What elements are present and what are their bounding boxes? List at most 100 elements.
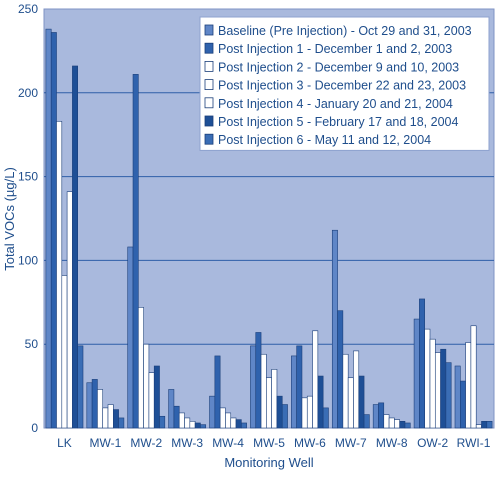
bar-lk-series-2: [50, 32, 57, 429]
bar-ow-2-series-2: [419, 298, 425, 429]
y-tick-label: 200: [18, 86, 38, 100]
bar-mw-8-series-6: [399, 420, 406, 429]
legend-swatch: [204, 79, 214, 90]
legend-label: Post Injection 5 - February 17 and 18, 2…: [218, 115, 458, 129]
bar-ow-2-series-7: [445, 362, 452, 429]
bar-mw-7-series-5: [353, 350, 360, 429]
bar-mw-5-series-4: [266, 377, 272, 429]
legend-label: Baseline (Pre Injection) - Oct 29 and 31…: [218, 24, 472, 38]
x-tick-label: MW-7: [335, 436, 367, 450]
bar-mw-6-series-2: [296, 345, 303, 429]
bar-rwi-1-series-4: [470, 325, 477, 429]
bar-mw-1-series-4: [102, 407, 109, 429]
bar-lk-series-3: [56, 120, 63, 429]
legend-swatch: [204, 97, 214, 109]
x-tick-label: LK: [57, 436, 72, 450]
bar-mw-3-series-1: [168, 389, 175, 429]
bar-mw-5-series-1: [250, 345, 257, 429]
legend-label: Post Injection 4 - January 20 and 21, 20…: [218, 97, 453, 111]
bar-mw-1-series-1: [86, 382, 93, 429]
legend-swatch: [204, 24, 214, 36]
x-tick-label: MW-5: [253, 436, 285, 450]
y-tick-label: 50: [25, 337, 39, 351]
legend-swatch: [204, 133, 214, 145]
bar-lk-series-1: [45, 28, 52, 429]
bar-mw-3-series-7: [200, 424, 207, 429]
legend-swatch: [204, 61, 214, 72]
bar-mw-8-series-7: [404, 422, 411, 429]
bar-rwi-1-series-2: [459, 380, 466, 429]
bar-mw-5-series-6: [276, 395, 283, 429]
bar-rwi-1-series-6: [481, 420, 488, 429]
bar-lk-series-7: [77, 345, 84, 429]
x-tick-label: MW-6: [294, 436, 326, 450]
y-axis-title: Total VOCs (µg/L): [2, 167, 17, 271]
y-tick-label: 100: [18, 253, 38, 267]
bar-mw-2-series-1: [127, 246, 134, 429]
bar-mw-4-series-6: [235, 419, 242, 429]
bar-ow-2-series-3: [424, 328, 431, 429]
bar-mw-7-series-1: [331, 229, 338, 429]
bar-lk-series-5: [66, 191, 73, 429]
bar-mw-8-series-2: [378, 402, 385, 429]
bar-mw-6-series-4: [306, 395, 313, 429]
legend-label: Post Injection 1 - December 1 and 2, 200…: [218, 42, 452, 56]
x-tick-label: MW-4: [212, 436, 244, 450]
bar-mw-2-series-4: [143, 343, 150, 429]
y-tick-label: 150: [18, 170, 38, 184]
legend: Baseline (Pre Injection) - Oct 29 and 31…: [199, 16, 490, 151]
bar-mw-6-series-3: [301, 397, 308, 429]
x-tick-label: MW-1: [89, 436, 121, 450]
x-tick-label: OW-2: [417, 436, 448, 450]
bar-mw-1-series-3: [97, 389, 104, 429]
bar-mw-1-series-6: [113, 409, 119, 429]
bar-ow-2-series-5: [434, 352, 441, 429]
bar-mw-8-series-1: [372, 404, 379, 429]
bars: [45, 28, 493, 429]
bar-mw-3-series-5: [189, 420, 196, 429]
legend-label: Post Injection 2 - December 9 and 10, 20…: [218, 60, 459, 74]
bar-mw-2-series-5: [148, 372, 155, 429]
bar-mw-2-series-2: [132, 74, 139, 429]
bar-ow-2-series-1: [413, 318, 420, 429]
legend-label: Post Injection 3 - December 22 and 23, 2…: [218, 79, 466, 93]
bar-lk-series-6: [72, 65, 79, 429]
bar-rwi-1-series-7: [486, 420, 493, 429]
bar-mw-7-series-3: [342, 353, 349, 429]
bar-mw-3-series-4: [184, 417, 191, 429]
bar-mw-8-series-3: [383, 414, 390, 429]
bar-mw-3-series-6: [194, 422, 201, 429]
bar-mw-4-series-4: [225, 412, 232, 429]
bar-mw-7-series-2: [337, 310, 344, 429]
bar-mw-8-series-4: [388, 417, 395, 429]
x-tick-label: RWI-1: [457, 436, 491, 450]
bar-mw-7-series-6: [358, 375, 365, 429]
y-tick-label: 250: [18, 2, 38, 16]
bar-mw-6-series-7: [322, 407, 329, 429]
bar-mw-2-series-3: [138, 307, 144, 429]
bar-mw-6-series-6: [317, 375, 324, 429]
bar-ow-2-series-6: [440, 348, 447, 429]
bar-mw-5-series-2: [255, 332, 262, 429]
bar-mw-2-series-6: [153, 365, 160, 429]
legend-swatch: [204, 115, 214, 127]
bar-mw-1-series-5: [107, 404, 114, 429]
bar-mw-5-series-7: [281, 404, 288, 429]
bar-mw-3-series-2: [173, 405, 180, 429]
bar-ow-2-series-4: [429, 338, 436, 429]
bar-rwi-1-series-5: [475, 424, 482, 429]
bar-rwi-1-series-1: [454, 365, 461, 429]
legend-swatch: [204, 42, 214, 54]
x-tick-label: MW-8: [376, 436, 408, 450]
bar-mw-4-series-7: [241, 422, 247, 429]
bar-mw-5-series-3: [260, 353, 267, 429]
x-axis-title: Monitoring Well: [224, 455, 313, 470]
bar-mw-4-series-5: [230, 417, 237, 429]
bar-mw-8-series-5: [394, 419, 400, 429]
bar-mw-6-series-1: [291, 355, 297, 429]
bar-mw-1-series-7: [118, 417, 125, 429]
bar-mw-5-series-5: [271, 369, 278, 429]
bar-mw-6-series-5: [312, 330, 319, 429]
bar-lk-series-4: [61, 275, 68, 429]
